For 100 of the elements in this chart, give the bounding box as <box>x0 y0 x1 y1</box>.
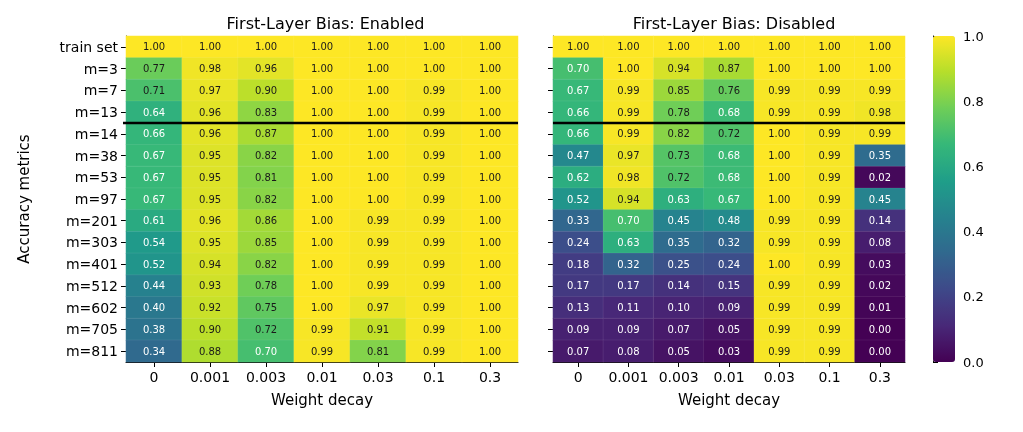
data-label: 0.33 <box>567 215 590 227</box>
data-label: 1.00 <box>478 128 502 140</box>
data-label: 1.00 <box>310 84 334 96</box>
data-label: 0.99 <box>366 280 390 292</box>
data-label: 0.87 <box>717 63 741 75</box>
x-tick-label: 0.001 <box>189 369 231 385</box>
x-axis-title: Weight decay <box>677 390 781 409</box>
data-label: 0.07 <box>567 345 590 357</box>
data-label: 0.52 <box>567 193 590 205</box>
y-axis-title: Accuracy metrics <box>14 134 33 264</box>
x-axis-title: Weight decay <box>270 390 374 409</box>
data-label: 0.91 <box>366 323 390 335</box>
data-label: 1.00 <box>478 258 502 270</box>
data-label: 0.99 <box>818 215 841 227</box>
data-label: 0.85 <box>254 236 278 248</box>
data-label: 0.99 <box>818 106 841 118</box>
data-label: 0.99 <box>617 84 640 96</box>
data-label: 0.67 <box>142 171 166 183</box>
data-label: 1.00 <box>310 41 334 53</box>
color-bar-label: 0.2 <box>963 289 984 305</box>
data-label: 1.00 <box>478 106 502 118</box>
data-label: 0.99 <box>818 236 841 248</box>
x-tick-label: 0.03 <box>362 369 394 385</box>
data-label: 1.00 <box>768 63 791 75</box>
data-label: 0.02 <box>868 280 891 292</box>
data-label: 0.01 <box>868 302 891 314</box>
data-label: 0.07 <box>667 323 690 335</box>
x-tick-label: 0.01 <box>306 369 338 385</box>
data-label: 0.14 <box>868 215 891 227</box>
data-label: 0.48 <box>717 215 741 227</box>
data-label: 1.00 <box>478 150 502 162</box>
data-label: 0.99 <box>366 258 390 270</box>
data-label: 0.98 <box>868 106 891 118</box>
data-label: 0.99 <box>422 302 446 314</box>
data-label: 0.00 <box>868 323 891 335</box>
data-label: 0.99 <box>768 345 791 357</box>
data-label: 0.99 <box>422 323 446 335</box>
data-label: 1.00 <box>478 193 502 205</box>
data-label: 0.08 <box>868 236 891 248</box>
data-label: 1.00 <box>478 63 502 75</box>
data-label: 0.32 <box>717 236 741 248</box>
data-label: 0.67 <box>567 84 590 96</box>
data-label: 0.09 <box>717 302 741 314</box>
data-label: 0.99 <box>818 193 841 205</box>
data-label: 0.99 <box>818 345 841 357</box>
x-tick-label: 0.1 <box>422 369 446 385</box>
data-label: 0.00 <box>868 345 891 357</box>
x-tick-label: 0.001 <box>608 369 649 385</box>
data-label: 0.96 <box>198 215 222 227</box>
data-label: 0.75 <box>254 302 278 314</box>
data-label: 1.00 <box>868 41 891 53</box>
data-label: 0.40 <box>142 302 166 314</box>
data-label: 1.00 <box>310 302 334 314</box>
data-label: 0.70 <box>254 345 278 357</box>
data-label: 0.99 <box>422 150 446 162</box>
color-bar-label: 0.0 <box>963 354 984 370</box>
data-label: 0.82 <box>254 258 278 270</box>
data-label: 0.35 <box>868 150 891 162</box>
data-label: 0.99 <box>768 280 791 292</box>
data-label: 0.94 <box>617 193 640 205</box>
data-label: 0.70 <box>567 63 590 75</box>
data-label: 1.00 <box>366 41 390 53</box>
data-label: 0.34 <box>142 345 166 357</box>
data-label: 0.85 <box>667 84 690 96</box>
data-label: 1.00 <box>478 171 502 183</box>
data-label: 1.00 <box>254 41 278 53</box>
data-label: 0.45 <box>868 193 891 205</box>
data-label: 1.00 <box>310 236 334 248</box>
data-label: 0.62 <box>567 171 590 183</box>
data-label: 0.99 <box>422 215 446 227</box>
color-bar-label: 0.8 <box>963 93 984 109</box>
data-label: 0.99 <box>768 302 791 314</box>
data-label: 0.95 <box>198 236 222 248</box>
data-label: 0.99 <box>310 323 334 335</box>
data-label: 0.99 <box>818 323 841 335</box>
data-label: 1.00 <box>366 128 390 140</box>
data-label: 1.00 <box>478 84 502 96</box>
data-label: 1.00 <box>768 258 791 270</box>
data-label: 1.00 <box>366 106 390 118</box>
data-label: 1.00 <box>768 128 791 140</box>
data-label: 0.88 <box>198 345 222 357</box>
data-label: 0.99 <box>818 302 841 314</box>
data-label: 0.99 <box>422 128 446 140</box>
data-label: 0.99 <box>818 128 841 140</box>
data-label: 0.77 <box>142 63 166 75</box>
data-label: 0.24 <box>567 236 590 248</box>
y-tick-label: m=3 <box>83 60 118 77</box>
data-label: 1.00 <box>818 63 841 75</box>
y-tick-label: m=7 <box>83 82 118 99</box>
data-label: 0.66 <box>567 128 590 140</box>
data-label: 1.00 <box>366 150 390 162</box>
data-label: 1.00 <box>422 63 446 75</box>
data-label: 0.54 <box>142 236 166 248</box>
data-label: 0.96 <box>254 63 278 75</box>
data-label: 0.72 <box>254 323 278 335</box>
data-label: 0.83 <box>254 106 278 118</box>
data-label: 0.17 <box>567 280 590 292</box>
data-label: 1.00 <box>310 150 334 162</box>
data-label: 0.95 <box>198 193 222 205</box>
data-label: 0.68 <box>717 171 741 183</box>
